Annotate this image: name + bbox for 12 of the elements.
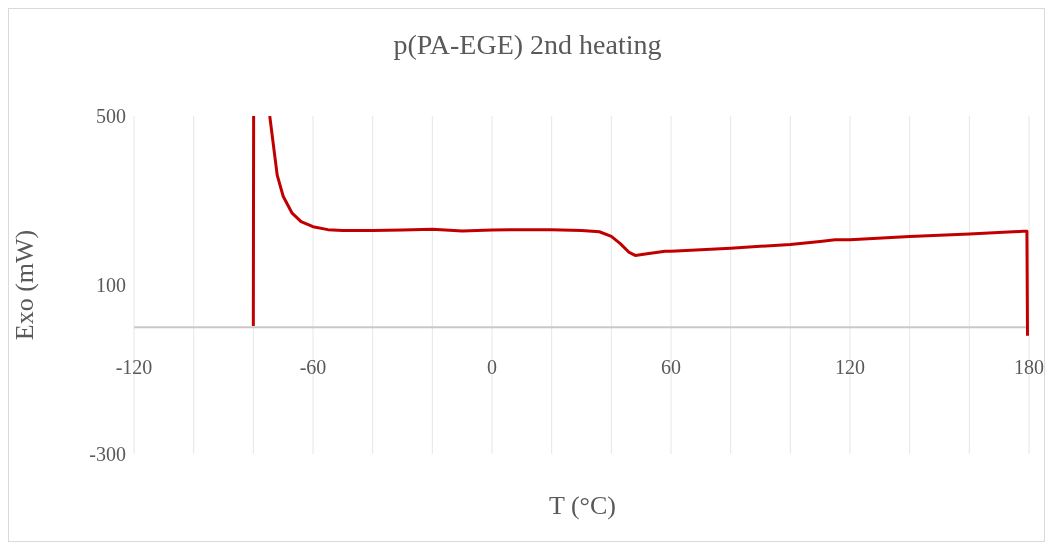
x-tick-label: 60: [661, 355, 681, 378]
chart-title: p(PA-EGE) 2nd heating: [392, 29, 663, 61]
x-tick-label: 0: [487, 355, 497, 378]
y-tick-label: 500: [96, 105, 126, 128]
x-tick-label: 120: [835, 355, 865, 378]
y-axis-title: Exo (mW): [10, 229, 40, 341]
y-tick-label: -300: [89, 443, 126, 466]
x-tick-label: -60: [299, 355, 327, 378]
x-axis-title: T (°C): [548, 491, 617, 521]
x-tick-label: -120: [115, 355, 153, 378]
x-tick-label: 180: [1014, 355, 1044, 378]
y-tick-label: 100: [96, 274, 126, 297]
